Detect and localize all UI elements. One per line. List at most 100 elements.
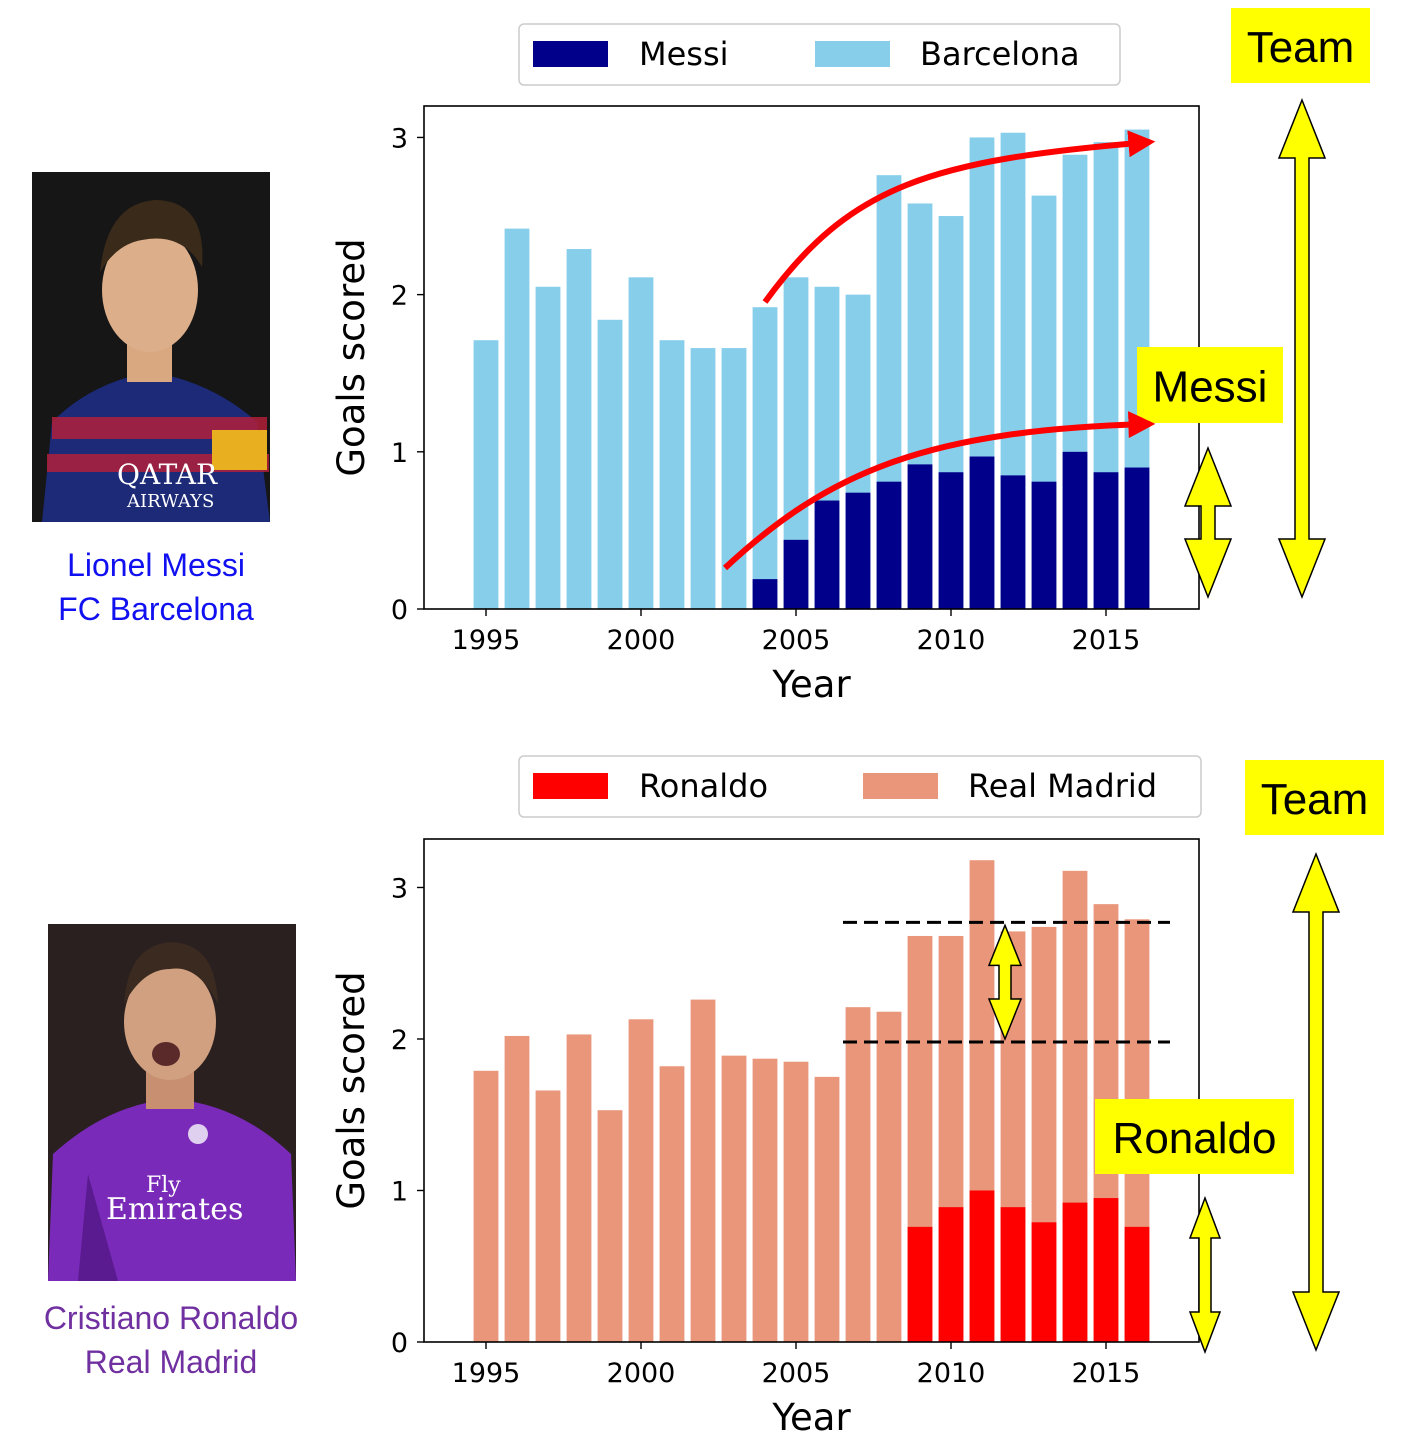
x-tick-label: 2015 — [1072, 625, 1141, 656]
team-bar-1998 — [566, 1034, 592, 1342]
ronaldo-photo: Fly Emirates — [48, 924, 296, 1281]
messi-chart: 1995 2000 2005 2010 2015 0 1 2 3 Year Goals scored… — [330, 23, 1200, 706]
team-bar-2007 — [845, 1007, 871, 1342]
ronaldo-sponsor-line1: Fly — [146, 1173, 181, 1198]
team-bar-2005 — [783, 1061, 809, 1342]
x-tick-label: 1995 — [452, 625, 521, 656]
team-bar-2000 — [628, 1019, 654, 1342]
ronaldo-label: Ronaldo — [1113, 1114, 1277, 1163]
team-bar-2004 — [752, 307, 778, 609]
player-bar-2012 — [1000, 475, 1026, 609]
team-range-arrow-top — [1277, 97, 1327, 600]
ronaldo-team: Real Madrid — [84, 1344, 258, 1380]
player-bar-2010 — [938, 472, 964, 609]
x-tick-label: 1995 — [452, 1358, 521, 1389]
team-bar-1995 — [473, 340, 499, 609]
team-bar-2008 — [876, 1011, 902, 1342]
player-bar-2010 — [938, 1207, 964, 1342]
team-range-arrow-bottom — [1291, 851, 1341, 1353]
ronaldo-caption: Cristiano Ronaldo Real Madrid — [10, 1296, 332, 1384]
team-bar-2006 — [814, 1076, 840, 1342]
y-tick-label: 0 — [391, 1328, 408, 1359]
legend-swatch — [533, 41, 608, 67]
x-tick-label: 2010 — [917, 625, 986, 656]
x-tick-label: 2010 — [917, 1358, 986, 1389]
team-label-bottom: Team — [1261, 775, 1369, 824]
x-tick-label: 2000 — [607, 1358, 676, 1389]
legend-label: Real Madrid — [968, 767, 1157, 805]
team-bar-2002 — [690, 348, 716, 609]
x-tick-label: 2005 — [762, 625, 831, 656]
messi-sponsor-line2: AIRWAYS — [126, 491, 214, 512]
player-bar-2014 — [1062, 451, 1088, 609]
player-bar-2013 — [1031, 481, 1057, 609]
player-range-arrow-top — [1183, 445, 1233, 600]
legend-swatch — [533, 773, 608, 799]
team-bar-1998 — [566, 249, 592, 609]
messi-team: FC Barcelona — [58, 591, 254, 627]
y-tick-label: 2 — [391, 281, 408, 312]
player-bar-2013 — [1031, 1222, 1057, 1342]
x-axis-label: Year — [771, 1396, 851, 1439]
messi-label: Messi — [1153, 363, 1268, 412]
y-tick-label: 1 — [391, 1176, 408, 1207]
y-tick-label: 1 — [391, 438, 408, 469]
team-bar-1997 — [535, 1090, 561, 1342]
legend-swatch — [815, 41, 890, 67]
player-bar-2011 — [969, 456, 995, 609]
team-bar-1997 — [535, 286, 561, 609]
legend-label: Messi — [639, 35, 729, 73]
player-bar-2006 — [814, 500, 840, 609]
team-bar-1999 — [597, 319, 623, 609]
gap-arrow — [987, 923, 1023, 1042]
y-axis-label: Goals scored — [330, 238, 373, 476]
player-bar-2005 — [783, 539, 809, 609]
legend-label: Ronaldo — [639, 767, 768, 805]
legend-box — [518, 755, 1202, 818]
y-tick-label: 0 — [391, 595, 408, 626]
team-label-top-bg — [1231, 8, 1370, 83]
team-bar-2002 — [690, 999, 716, 1342]
messi-label-bg — [1137, 347, 1283, 423]
team-bar-1995 — [473, 1070, 499, 1342]
player-bar-2009 — [907, 464, 933, 609]
x-tick-label: 2015 — [1072, 1358, 1141, 1389]
y-axis-label: Goals scored — [330, 971, 373, 1209]
player-bar-2012 — [1000, 1207, 1026, 1342]
team-bar-2001 — [659, 1066, 685, 1342]
team-bar-2004 — [752, 1058, 778, 1342]
ronaldo-sponsor-line2: Emirates — [106, 1192, 243, 1227]
team-label-bottom-bg — [1245, 760, 1384, 835]
legend-label: Barcelona — [920, 35, 1080, 73]
team-bar-1996 — [504, 228, 530, 609]
messi-photo: QATAR AIRWAYS — [32, 172, 270, 522]
player-bar-2007 — [845, 492, 871, 609]
y-tick-label: 2 — [391, 1025, 408, 1056]
player-bar-2016 — [1124, 467, 1150, 609]
y-tick-label: 3 — [391, 123, 408, 154]
team-label-top: Team — [1247, 23, 1355, 72]
player-bar-2009 — [907, 1226, 933, 1342]
player-bar-2016 — [1124, 1226, 1150, 1342]
player-bar-2011 — [969, 1190, 995, 1342]
annotations: Team Messi Team Ronaldo — [722, 8, 1384, 1355]
team-bar-2003 — [721, 348, 747, 609]
player-bar-2004 — [752, 579, 778, 609]
x-tick-label: 2000 — [607, 625, 676, 656]
team-bar-1996 — [504, 1035, 530, 1342]
team-bar-1999 — [597, 1110, 623, 1342]
player-bar-2015 — [1093, 472, 1119, 609]
y-tick-label: 3 — [391, 873, 408, 904]
x-tick-label: 2005 — [762, 1358, 831, 1389]
player-range-arrow-bottom — [1188, 1195, 1222, 1355]
messi-name: Lionel Messi — [67, 547, 245, 583]
player-bar-2014 — [1062, 1202, 1088, 1342]
messi-caption: Lionel Messi FC Barcelona — [20, 543, 292, 631]
team-bar-2003 — [721, 1055, 747, 1342]
team-bar-2000 — [628, 277, 654, 609]
x-axis-label: Year — [771, 663, 851, 706]
messi-sponsor-line1: QATAR — [117, 458, 218, 491]
ronaldo-name: Cristiano Ronaldo — [43, 1300, 299, 1336]
ronaldo-chart: 1995 2000 2005 2010 2015 0 1 2 3 Year Goals scored… — [330, 755, 1202, 1439]
